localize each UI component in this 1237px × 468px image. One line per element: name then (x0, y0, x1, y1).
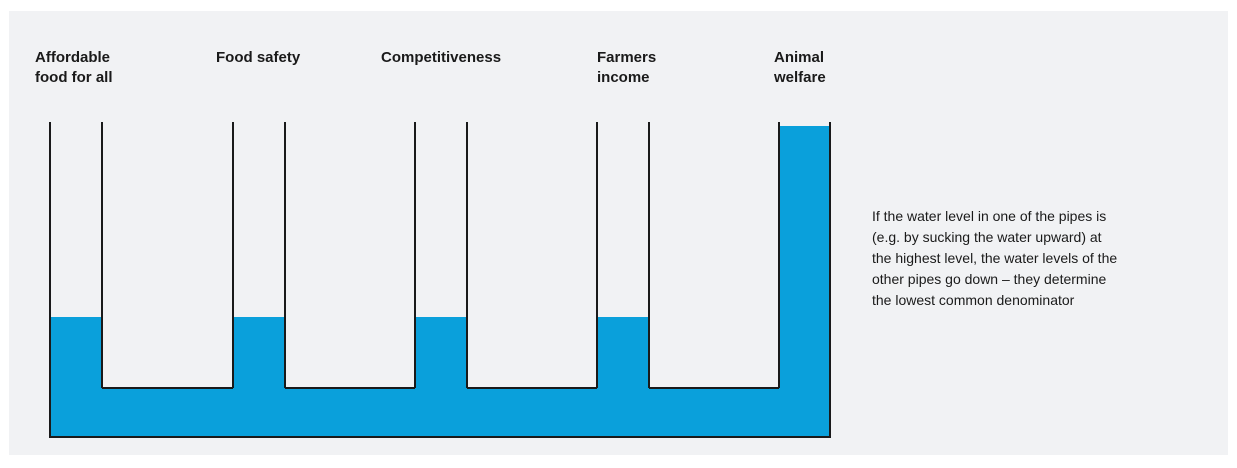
water-base-channel (50, 388, 830, 437)
pipe-label-food-safety: Food safety (216, 49, 301, 66)
pipe-label-farmers-income: Farmers income (597, 49, 657, 86)
water-column-competitiveness (415, 317, 467, 388)
water-column-affordable-food (50, 317, 102, 388)
water-column-food-safety (233, 317, 285, 388)
pipe-label-animal-welfare: Animal welfare (774, 49, 826, 86)
diagram-caption: If the water level in one of the pipes i… (872, 208, 1118, 308)
water-body (50, 126, 830, 437)
pipe-label-competitiveness: Competitiveness (381, 49, 502, 66)
water-column-animal-welfare (779, 126, 830, 388)
water-column-farmers-income (597, 317, 649, 388)
pipe-walls (49, 122, 831, 438)
pipe-label-affordable-food: Affordable food for all (35, 49, 113, 86)
